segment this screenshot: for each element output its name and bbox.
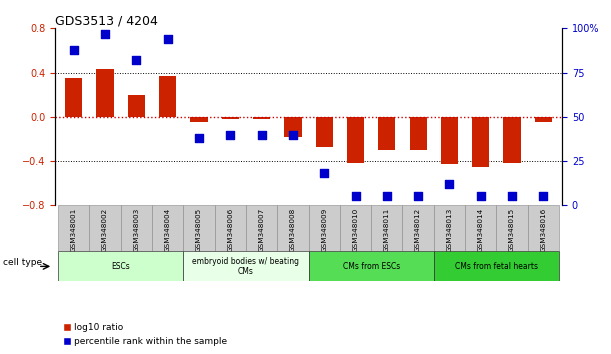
Text: GSM348012: GSM348012 xyxy=(415,207,421,252)
Bar xyxy=(347,117,364,163)
Bar xyxy=(535,117,552,122)
Text: CMs from ESCs: CMs from ESCs xyxy=(343,262,400,271)
Text: GSM348009: GSM348009 xyxy=(321,207,327,252)
FancyBboxPatch shape xyxy=(58,205,89,251)
Text: GSM348006: GSM348006 xyxy=(227,207,233,252)
Text: GSM348005: GSM348005 xyxy=(196,207,202,252)
Bar xyxy=(316,117,333,147)
Point xyxy=(131,57,141,63)
Text: GSM348010: GSM348010 xyxy=(353,207,359,252)
Point xyxy=(69,47,79,52)
Bar xyxy=(97,69,114,117)
Text: GSM348004: GSM348004 xyxy=(165,207,170,252)
Bar xyxy=(441,117,458,164)
Text: GSM348008: GSM348008 xyxy=(290,207,296,252)
Legend: log10 ratio, percentile rank within the sample: log10 ratio, percentile rank within the … xyxy=(59,320,231,349)
Text: GSM348002: GSM348002 xyxy=(102,207,108,252)
Text: GSM348013: GSM348013 xyxy=(447,207,452,252)
FancyBboxPatch shape xyxy=(89,205,121,251)
Point xyxy=(351,194,360,199)
Text: embryoid bodies w/ beating
CMs: embryoid bodies w/ beating CMs xyxy=(192,257,299,276)
Bar xyxy=(191,117,208,122)
Point xyxy=(445,181,455,187)
FancyBboxPatch shape xyxy=(58,251,183,281)
FancyBboxPatch shape xyxy=(403,205,434,251)
Bar xyxy=(503,117,521,163)
Point xyxy=(413,194,423,199)
FancyBboxPatch shape xyxy=(434,251,559,281)
Point xyxy=(257,132,266,137)
Bar xyxy=(472,117,489,167)
FancyBboxPatch shape xyxy=(340,205,371,251)
Bar xyxy=(253,117,270,119)
Text: GSM348007: GSM348007 xyxy=(258,207,265,252)
Text: GSM348001: GSM348001 xyxy=(71,207,77,252)
FancyBboxPatch shape xyxy=(152,205,183,251)
Point xyxy=(194,135,204,141)
Point xyxy=(100,31,110,36)
Point xyxy=(288,132,298,137)
FancyBboxPatch shape xyxy=(246,205,277,251)
Bar xyxy=(284,117,301,137)
Bar xyxy=(128,95,145,117)
Point xyxy=(507,194,517,199)
FancyBboxPatch shape xyxy=(183,205,214,251)
FancyBboxPatch shape xyxy=(214,205,246,251)
FancyBboxPatch shape xyxy=(496,205,528,251)
FancyBboxPatch shape xyxy=(183,251,309,281)
Text: cell type: cell type xyxy=(3,258,42,267)
Point xyxy=(225,132,235,137)
Point xyxy=(320,171,329,176)
FancyBboxPatch shape xyxy=(371,205,403,251)
Point xyxy=(538,194,548,199)
Text: GSM348003: GSM348003 xyxy=(133,207,139,252)
Bar xyxy=(222,117,239,119)
FancyBboxPatch shape xyxy=(434,205,465,251)
Text: GDS3513 / 4204: GDS3513 / 4204 xyxy=(55,14,158,27)
FancyBboxPatch shape xyxy=(309,251,434,281)
FancyBboxPatch shape xyxy=(309,205,340,251)
Point xyxy=(476,194,486,199)
Text: GSM348011: GSM348011 xyxy=(384,207,390,252)
FancyBboxPatch shape xyxy=(465,205,496,251)
Point xyxy=(382,194,392,199)
Text: GSM348016: GSM348016 xyxy=(540,207,546,252)
FancyBboxPatch shape xyxy=(121,205,152,251)
Text: GSM348015: GSM348015 xyxy=(509,207,515,252)
Text: CMs from fetal hearts: CMs from fetal hearts xyxy=(455,262,538,271)
Bar xyxy=(378,117,395,150)
Text: ESCs: ESCs xyxy=(111,262,130,271)
Bar xyxy=(159,76,177,117)
FancyBboxPatch shape xyxy=(277,205,309,251)
Bar xyxy=(65,78,82,117)
Bar xyxy=(409,117,426,150)
Text: GSM348014: GSM348014 xyxy=(478,207,484,252)
Point xyxy=(163,36,172,42)
FancyBboxPatch shape xyxy=(528,205,559,251)
